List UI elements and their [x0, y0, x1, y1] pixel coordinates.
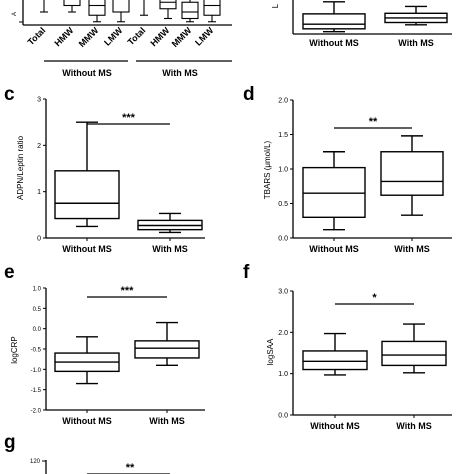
panel-c-y-tick-label: 1 — [37, 189, 41, 196]
panel-e-category-label: Without MS — [62, 416, 111, 426]
panel-e-y-axis-label: logCRP — [10, 336, 19, 364]
panel-c-significance-label: *** — [122, 112, 136, 124]
panel-a-category-label: LMW — [102, 25, 125, 48]
panel-a-box-7-box — [181, 1, 199, 20]
panel-a-category-label: MMW — [77, 25, 101, 49]
panel-f-category-label: With MS — [396, 421, 431, 431]
panel-f-box-1-box — [302, 350, 368, 371]
panel-g-significance-label: ** — [126, 462, 135, 474]
panel-e-y-tick-label: -1.0 — [31, 368, 42, 374]
panel-g-y-tick-label: 120 — [30, 459, 41, 465]
panel-c-category-label: With MS — [152, 244, 187, 254]
panel-f-y-axis-label: logSAA — [266, 338, 275, 365]
panel-f-significance-label: * — [372, 292, 377, 304]
panel-d-category-label: Without MS — [309, 244, 358, 254]
panel-a-category-label: HMW — [52, 25, 75, 48]
panel-d-y-tick-label: 0.5 — [278, 201, 288, 208]
panel-c-category-label: Without MS — [62, 244, 111, 254]
panel-a-group-label: Without MS — [62, 68, 111, 78]
panel-a-y-axis-label-fragment: A — [12, 12, 18, 16]
panel-f-y-tick-label: 3.0 — [278, 289, 288, 296]
panel-c-letter: c — [4, 84, 15, 105]
panel-d-y-tick-label: 2.0 — [278, 98, 288, 105]
panel-e-y-tick-label: 0.5 — [33, 307, 42, 313]
panel-f-y-tick-label: 0.0 — [278, 413, 288, 420]
panel-e-y-tick-label: 1.0 — [33, 287, 42, 293]
panel-a-box-6-box — [159, 0, 177, 10]
panel-d-y-tick-label: 1.0 — [278, 167, 288, 174]
panel-e-y-tick-label: -2.0 — [31, 409, 42, 415]
panel-d-y-tick-label: 0.0 — [278, 236, 288, 243]
panel-d-y-tick-label: 1.5 — [278, 132, 288, 139]
panel-d-y-axis-label: TBARS (μmol/L) — [263, 140, 272, 199]
panel-a-group-label: With MS — [162, 68, 197, 78]
panel-a-category-label: Total — [26, 25, 48, 47]
panel-b-box-1-box — [302, 13, 366, 30]
panel-g-letter: g — [4, 432, 16, 453]
panel-e-letter: e — [4, 262, 15, 283]
panel-a-box-8-box — [203, 0, 221, 16]
panel-d-category-label: With MS — [394, 244, 429, 254]
panel-e-box-2-box — [134, 340, 200, 359]
panel-c-box-1-box — [54, 170, 120, 220]
panel-e-y-tick-label: -0.5 — [31, 348, 42, 354]
panel-a-category-label: LMW — [193, 25, 216, 48]
panel-e-y-tick-label: -1.5 — [31, 388, 42, 394]
panel-f-letter: f — [243, 262, 250, 283]
panel-c-y-tick-label: 0 — [37, 236, 41, 243]
panel-d-box-2-box — [380, 151, 444, 196]
panel-c-y-axis-label: ADPN/Leptin ratio — [16, 135, 25, 200]
panel-b-y-axis-label: L — [271, 3, 280, 8]
panel-a-category-label: MMW — [170, 25, 194, 49]
panel-c-y-tick-label: 2 — [37, 143, 41, 150]
panel-a-box-3-box — [88, 0, 106, 16]
panel-f-y-tick-label: 2.0 — [278, 330, 288, 337]
panel-d-significance-label: ** — [369, 116, 378, 128]
panel-a-category-label: Total — [126, 25, 148, 47]
panel-a-box-4-box — [112, 0, 130, 13]
panel-a-category-label: HMW — [148, 25, 171, 48]
panel-f-category-label: Without MS — [310, 421, 359, 431]
panel-a-box-2-box — [63, 0, 81, 7]
panel-b-category-label: With MS — [398, 38, 433, 48]
panel-f-y-tick-label: 1.0 — [278, 371, 288, 378]
panel-e-category-label: With MS — [149, 416, 184, 426]
panel-f-box-2-box — [381, 340, 447, 367]
panel-e-significance-label: *** — [121, 285, 135, 297]
panel-c-y-tick-label: 3 — [37, 97, 41, 104]
panel-d-letter: d — [243, 84, 255, 105]
panel-e-y-tick-label: 0.0 — [33, 327, 42, 333]
panel-b-category-label: Without MS — [309, 38, 358, 48]
